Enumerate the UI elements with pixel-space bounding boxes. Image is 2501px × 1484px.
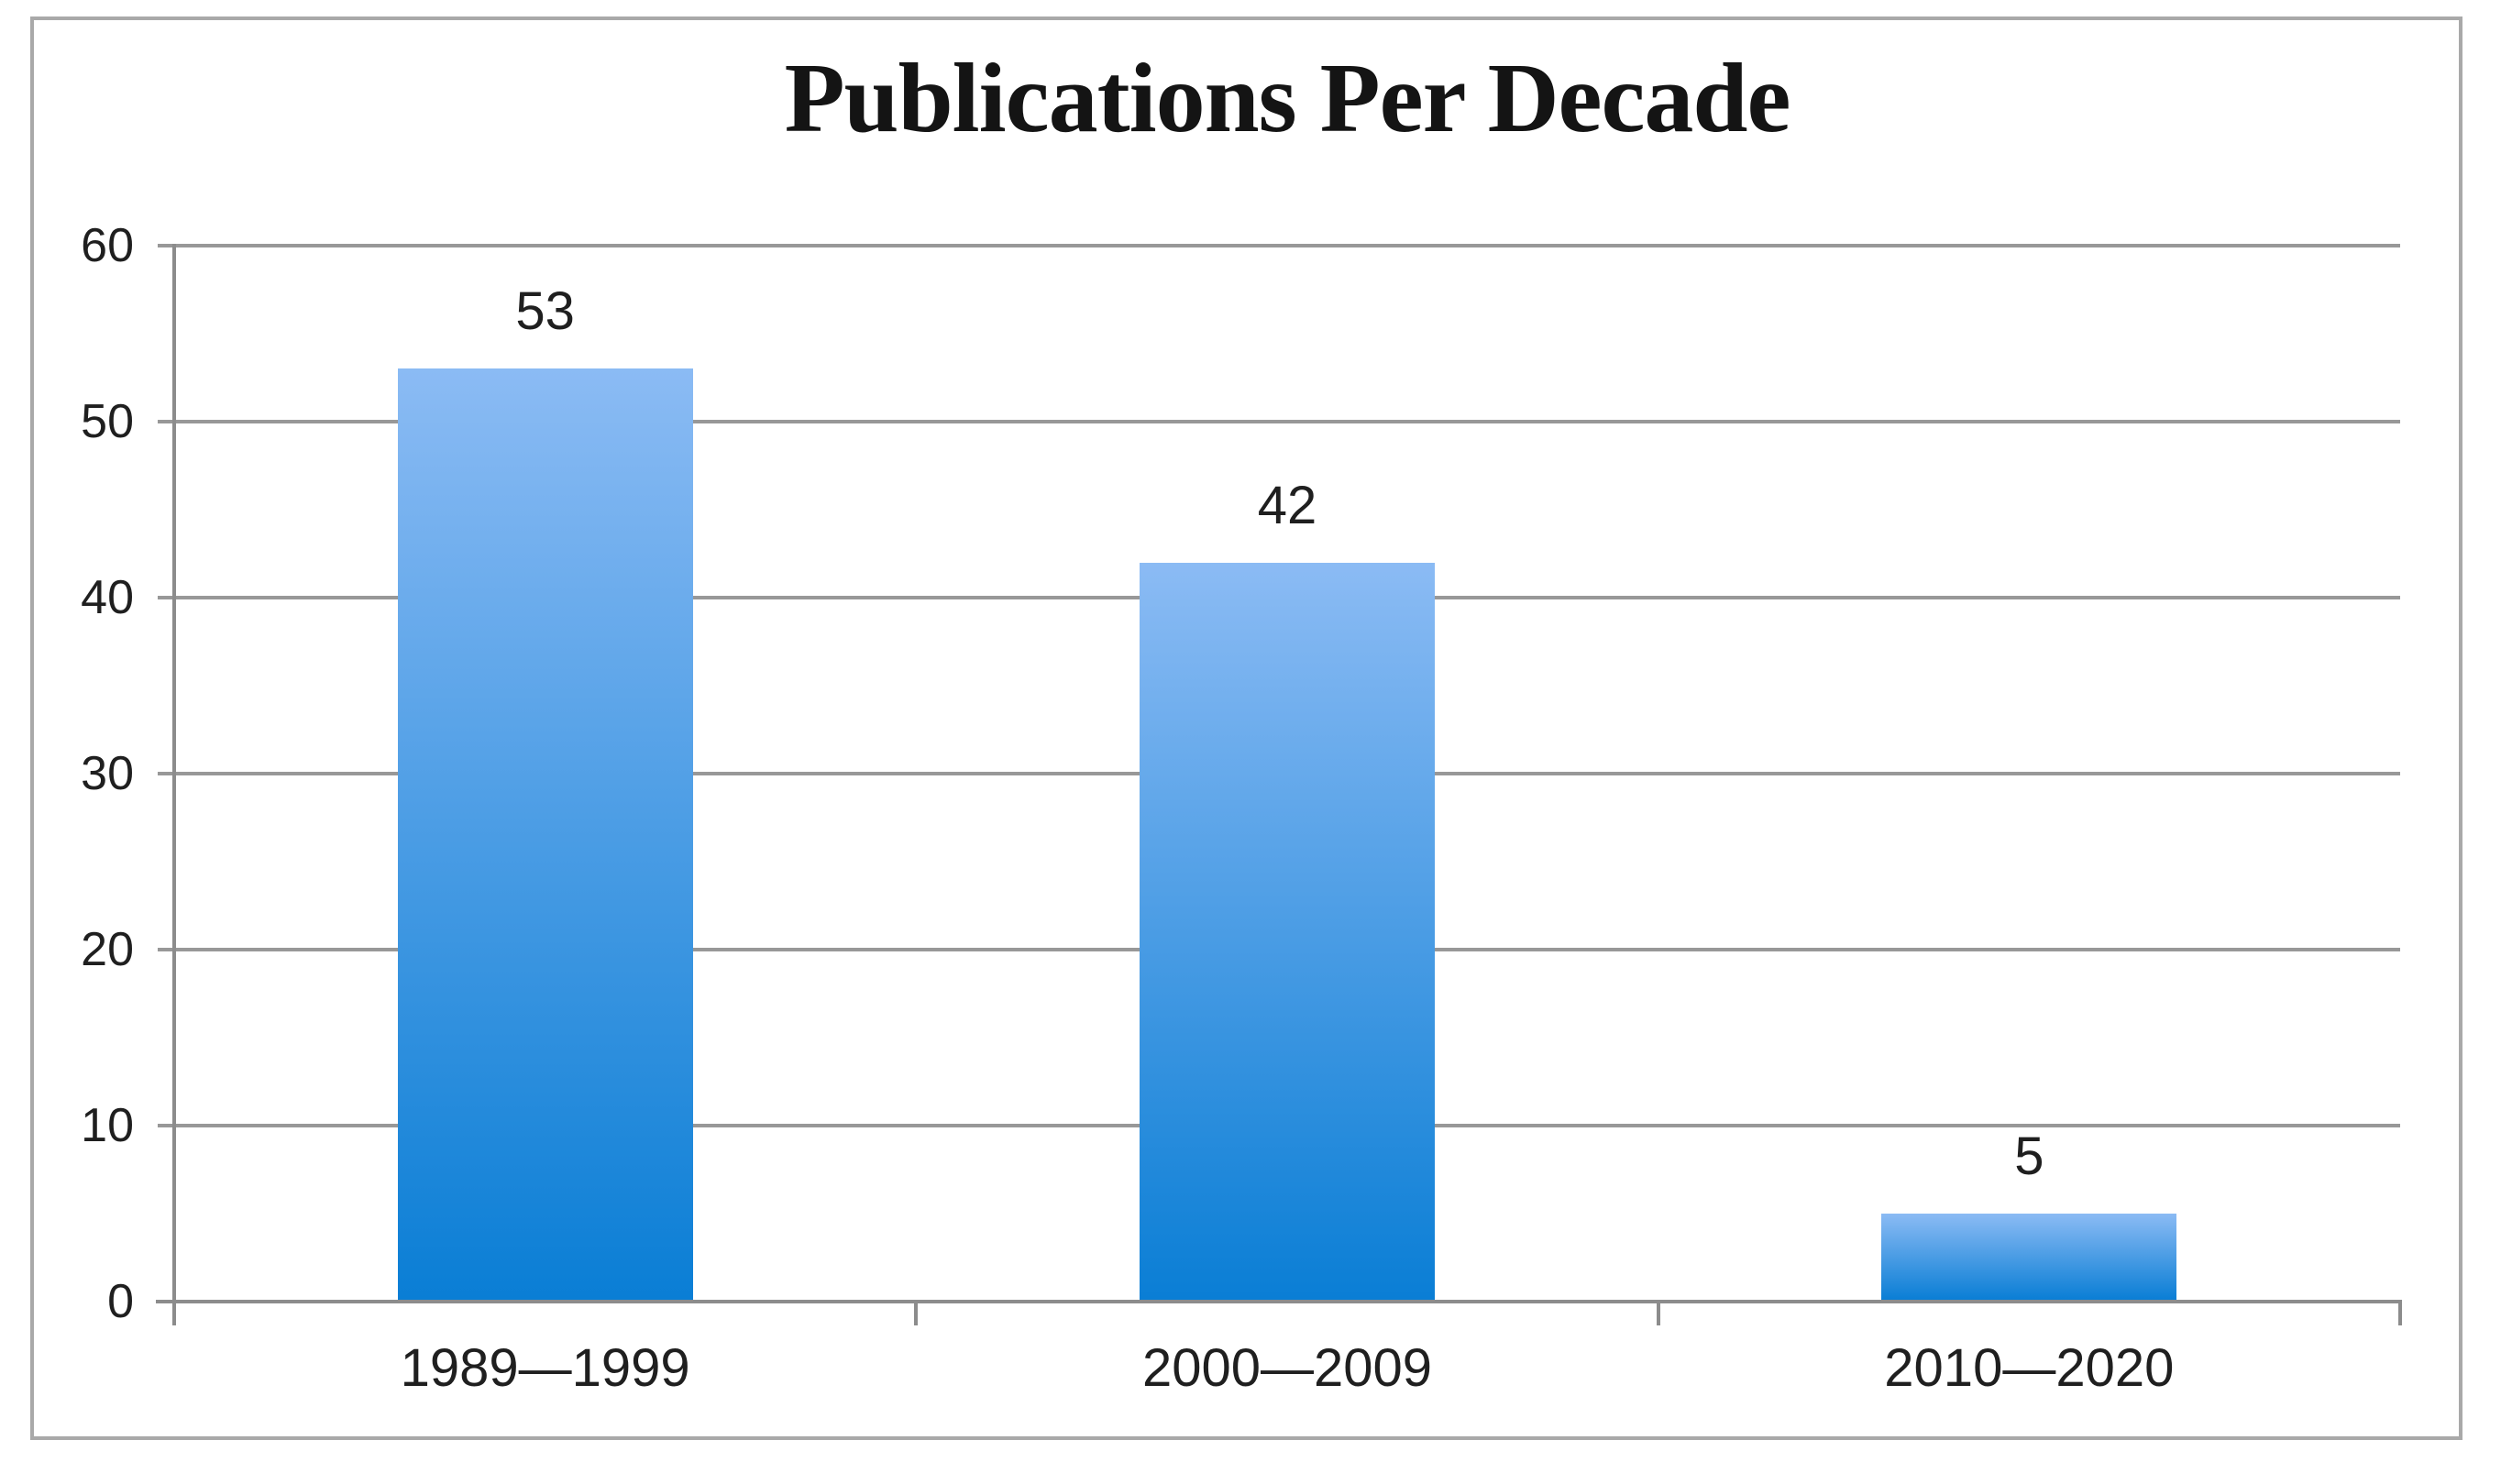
x-axis-label: 1989—1999 — [400, 1338, 690, 1398]
y-axis-label: 10 — [81, 1099, 134, 1152]
x-axis-label: 2000—2009 — [1141, 1338, 1433, 1398]
y-axis-label: 60 — [81, 219, 134, 272]
x-axis-label: 2010—2020 — [1884, 1338, 2175, 1398]
x-axis-tick — [172, 1302, 176, 1325]
x-axis-tick — [2398, 1302, 2402, 1325]
y-axis-label: 30 — [81, 747, 134, 800]
y-axis-label: 50 — [81, 395, 134, 448]
bar-value-label: 5 — [2014, 1127, 2044, 1186]
bar-value-label: 42 — [1257, 475, 1317, 535]
x-axis-tick — [1656, 1302, 1660, 1325]
bar-value-label: 53 — [515, 281, 575, 342]
y-axis-label: 40 — [81, 571, 134, 624]
bar-2000—2009 — [1140, 562, 1435, 1300]
gridline-60 — [158, 244, 2400, 247]
x-axis-line — [156, 1300, 2402, 1303]
y-axis-label: 20 — [81, 923, 134, 976]
y-axis-label: 0 — [107, 1275, 134, 1328]
chart-title: Publications Per Decade — [784, 44, 1791, 153]
x-axis-tick — [914, 1302, 919, 1325]
bar-2010—2020 — [1881, 1214, 2177, 1300]
bar-1989—1999 — [397, 368, 693, 1300]
y-axis-line — [172, 244, 176, 1302]
gridline-50 — [158, 420, 2400, 423]
